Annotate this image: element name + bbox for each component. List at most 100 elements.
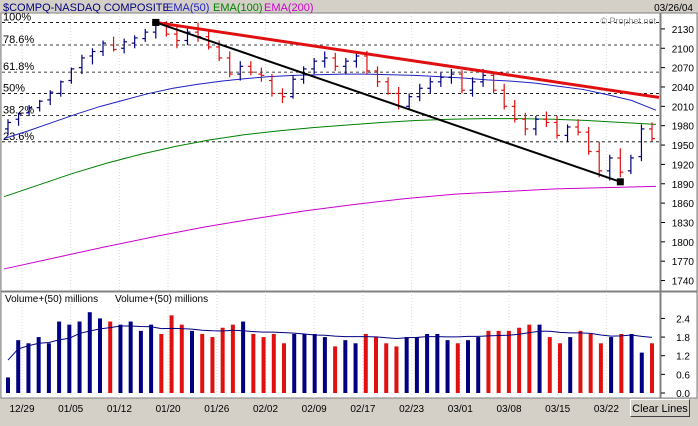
volume-bar xyxy=(36,337,41,393)
price-bar xyxy=(300,66,307,84)
price-bar xyxy=(332,52,339,71)
volume-bar xyxy=(302,333,307,393)
volume-bar xyxy=(609,337,614,393)
volume-bar xyxy=(506,330,511,393)
price-tick-label: 2040 xyxy=(672,83,695,94)
legend-ema200: EMA(200) xyxy=(264,2,314,14)
volume-bar xyxy=(251,333,256,393)
watermark: © Prophet.net xyxy=(600,16,656,26)
price-bar xyxy=(26,105,33,117)
price-bar xyxy=(532,116,539,136)
price-bar xyxy=(68,67,75,84)
volume-bar xyxy=(230,324,235,393)
volume-bar xyxy=(394,346,399,393)
price-bar xyxy=(290,75,297,99)
price-bar xyxy=(490,71,497,94)
x-tick-label: 03/22 xyxy=(594,404,619,415)
volume-bar xyxy=(159,333,164,393)
price-bar xyxy=(585,126,592,155)
price-tick-label: 1770 xyxy=(672,257,695,268)
x-tick-label: 01/26 xyxy=(204,404,229,415)
volume-bar xyxy=(16,340,21,393)
price-bar xyxy=(511,99,518,123)
price-bar xyxy=(627,154,634,175)
price-axis-strip xyxy=(660,12,698,292)
price-bar xyxy=(279,88,286,104)
price-tick-label: 2130 xyxy=(672,25,695,36)
volume-bar xyxy=(220,327,225,393)
volume-bar xyxy=(26,343,31,393)
volume-bar xyxy=(598,343,603,393)
volume-bar xyxy=(547,337,552,393)
x-tick-label: 01/20 xyxy=(156,404,181,415)
volume-bar xyxy=(425,333,430,393)
clear-lines-button[interactable]: Clear Lines xyxy=(630,399,690,417)
trendline-support xyxy=(155,21,621,183)
price-bar xyxy=(5,119,11,136)
x-tick-label: 03/08 xyxy=(496,404,521,415)
volume-bar xyxy=(496,330,501,393)
price-bar xyxy=(247,61,254,76)
price-tick-label: 1740 xyxy=(672,277,695,288)
legend-ema50: EMA(50) xyxy=(166,2,209,14)
ema50-line xyxy=(3,73,657,140)
volume-bar xyxy=(466,340,470,393)
price-bar xyxy=(237,61,244,81)
fib-label: 23.6% xyxy=(3,131,34,143)
volume-bar xyxy=(588,333,593,393)
price-bar xyxy=(606,154,613,181)
volume-bar xyxy=(414,337,419,393)
volume-tick-label: 2.4 xyxy=(676,314,690,325)
price-bar xyxy=(385,77,392,95)
volume-bar xyxy=(333,346,338,393)
price-bar xyxy=(596,141,603,178)
price-bar xyxy=(437,72,444,87)
price-tick-label: 2010 xyxy=(672,102,695,113)
price-tick-label: 2070 xyxy=(672,64,695,75)
price-tick-label: 1890 xyxy=(672,180,695,191)
volume-bar xyxy=(517,327,522,393)
date-label: 03/26/04 xyxy=(654,3,693,14)
price-bar xyxy=(353,52,360,68)
volume-bar xyxy=(149,324,154,393)
price-bar xyxy=(553,116,560,139)
volume-bar xyxy=(292,333,297,393)
volume-axis-strip xyxy=(660,291,698,399)
volume-bar xyxy=(527,324,532,393)
price-bar xyxy=(374,66,381,87)
price-bar xyxy=(638,124,645,162)
x-tick-label: 12/29 xyxy=(9,404,34,415)
price-tick-label: 1920 xyxy=(672,160,695,171)
fib-label: 61.8% xyxy=(3,61,34,73)
volume-ma-line xyxy=(7,325,653,361)
price-bar xyxy=(205,28,212,50)
volume-bar xyxy=(138,330,143,393)
fib-label: 78.6% xyxy=(3,34,34,46)
volume-bar xyxy=(619,333,624,393)
volume-bar xyxy=(169,315,174,393)
fib-label: 100% xyxy=(3,11,31,23)
price-bar xyxy=(311,57,318,75)
price-bar xyxy=(226,51,233,78)
price-bar xyxy=(121,38,128,54)
volume-tick-label: 1.8 xyxy=(676,333,690,344)
price-bar xyxy=(427,77,434,94)
price-bar xyxy=(89,48,96,65)
trendline-handle xyxy=(616,178,624,186)
price-tick-label: 1860 xyxy=(672,199,695,210)
price-bar xyxy=(543,111,550,127)
price-bar xyxy=(458,70,465,94)
volume-tick-label: 1.2 xyxy=(676,352,690,363)
price-bar xyxy=(131,35,138,49)
x-tick-label: 02/02 xyxy=(253,404,278,415)
price-bar xyxy=(268,74,275,97)
volume-bar xyxy=(6,377,10,393)
volume-bar xyxy=(639,352,644,393)
legend-ema100: EMA(100) xyxy=(213,2,263,14)
volume-bar xyxy=(374,337,378,393)
price-bar xyxy=(522,112,529,136)
volume-bar xyxy=(384,343,389,393)
volume-bar xyxy=(578,330,583,393)
price-bar xyxy=(142,28,149,42)
